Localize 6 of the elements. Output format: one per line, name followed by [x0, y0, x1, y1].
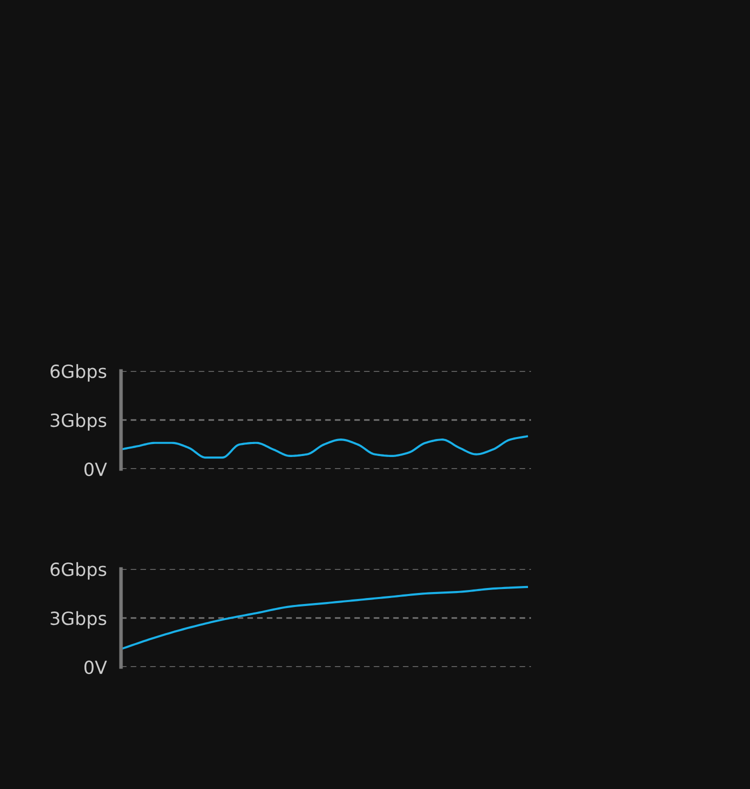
y-tick-label: 3Gbps — [50, 413, 106, 431]
y-tick-label: 0V — [84, 462, 107, 476]
y-tick-label: 6Gbps — [50, 364, 106, 382]
y-tick-label: 6Gbps — [50, 562, 106, 580]
y-tick-label: 0V — [84, 660, 107, 674]
y-tick-label: 3Gbps — [50, 611, 106, 629]
